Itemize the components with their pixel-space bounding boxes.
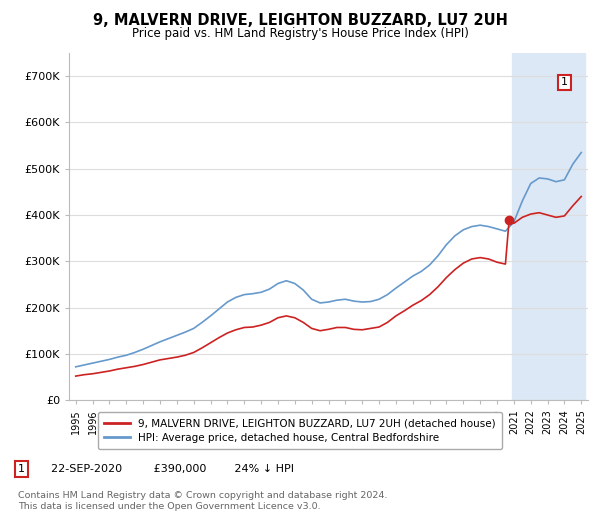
Legend: 9, MALVERN DRIVE, LEIGHTON BUZZARD, LU7 2UH (detached house), HPI: Average price: 9, MALVERN DRIVE, LEIGHTON BUZZARD, LU7 … [98,412,502,449]
Text: Contains HM Land Registry data © Crown copyright and database right 2024.: Contains HM Land Registry data © Crown c… [18,491,388,500]
Text: Price paid vs. HM Land Registry's House Price Index (HPI): Price paid vs. HM Land Registry's House … [131,26,469,40]
Bar [512,53,584,400]
Text: 22-SEP-2020         £390,000        24% ↓ HPI: 22-SEP-2020 £390,000 24% ↓ HPI [51,464,294,474]
Text: This data is licensed under the Open Government Licence v3.0.: This data is licensed under the Open Gov… [18,502,320,510]
Text: 9, MALVERN DRIVE, LEIGHTON BUZZARD, LU7 2UH: 9, MALVERN DRIVE, LEIGHTON BUZZARD, LU7 … [92,13,508,28]
Text: 1: 1 [18,464,25,474]
Text: 1: 1 [561,77,568,87]
